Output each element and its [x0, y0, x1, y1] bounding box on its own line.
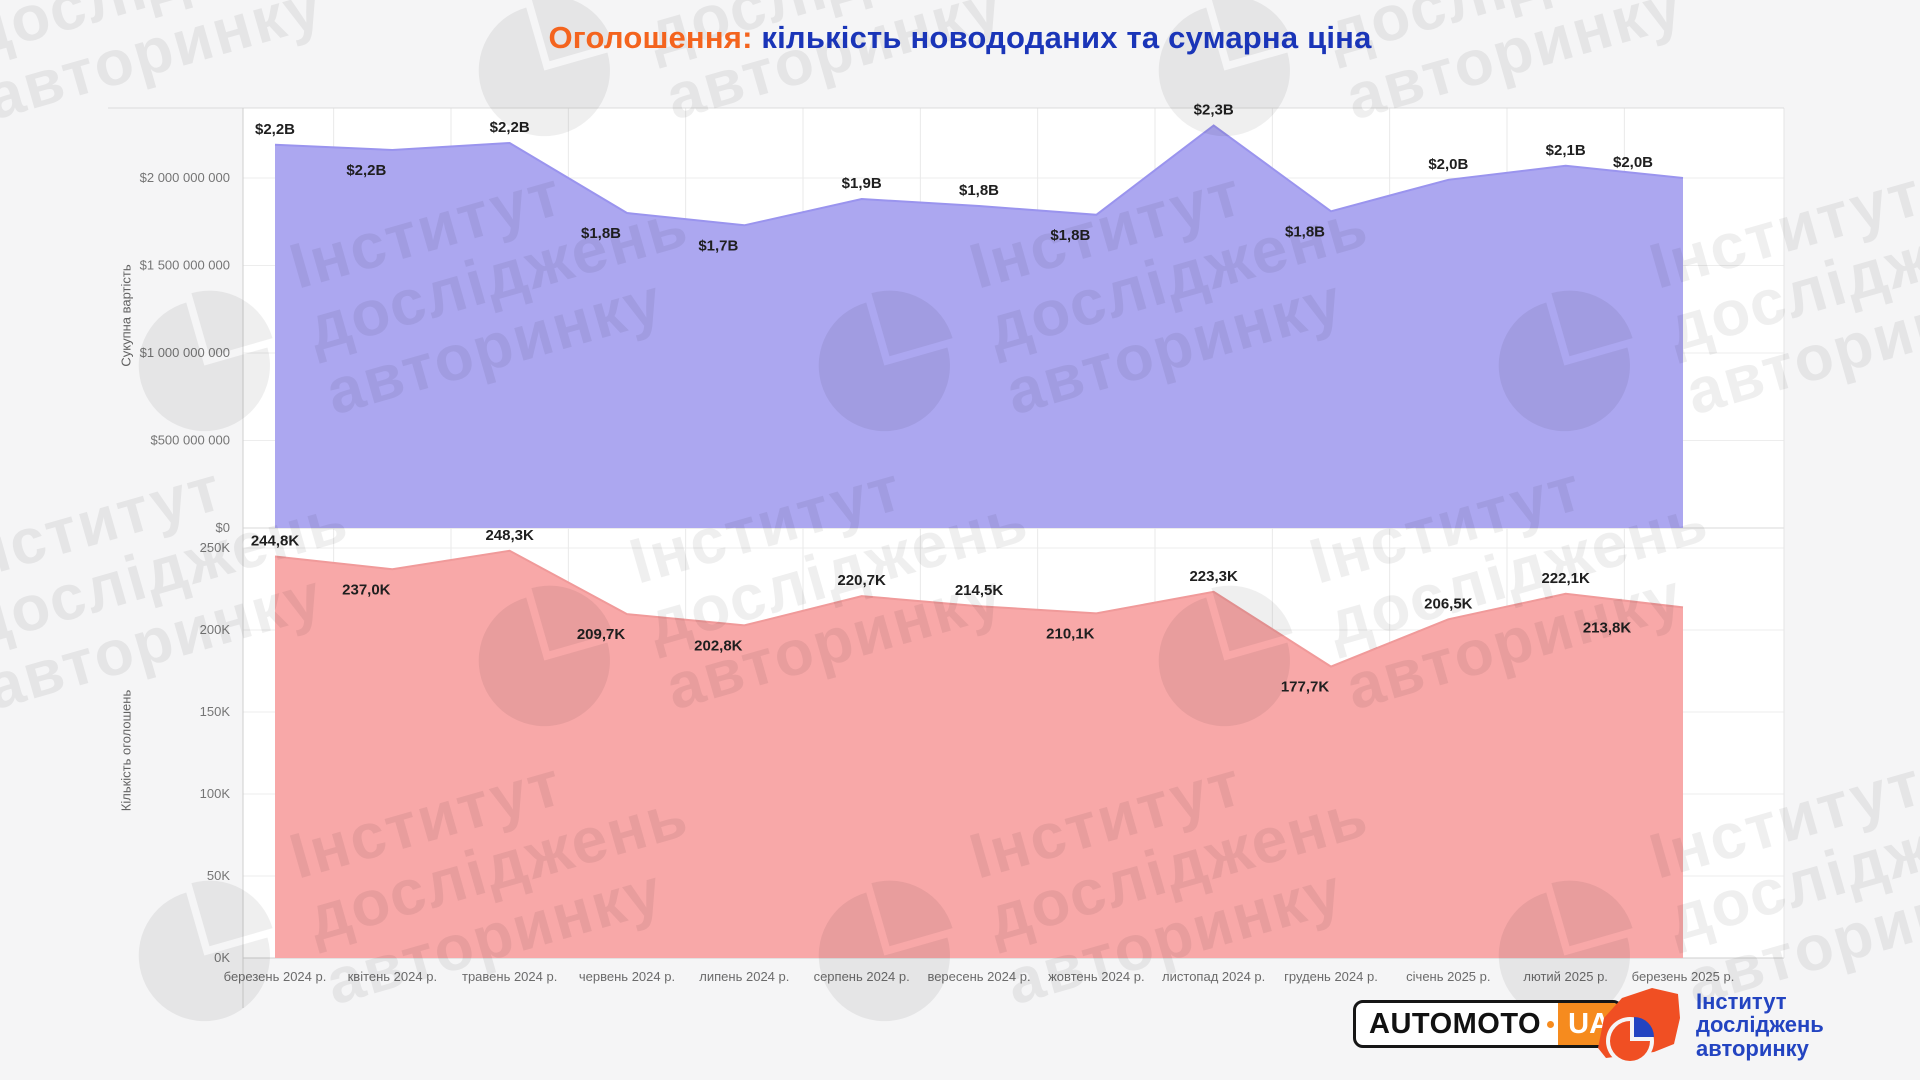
y-axis-title-total-value: Сукупна вартість	[118, 264, 134, 367]
listings-count-value-label: 214,5K	[955, 582, 1004, 599]
total-value-value-label: $2,3B	[1194, 102, 1234, 119]
x-axis-label: березень 2025 р.	[1632, 969, 1735, 984]
x-axis-label: вересень 2024 р.	[927, 969, 1030, 984]
x-axis-label: травень 2024 р.	[462, 969, 557, 984]
total-value-area	[275, 125, 1683, 528]
x-axis-label: лютий 2025 р.	[1523, 969, 1608, 984]
x-axis-label: жовтень 2024 р.	[1048, 969, 1145, 984]
total-value-value-label: $2,2B	[255, 121, 295, 138]
x-axis-label: листопад 2024 р.	[1162, 969, 1265, 984]
total-value-value-label: $2,0B	[1613, 154, 1653, 171]
y-tick-label: 100K	[200, 786, 231, 801]
total-value-value-label: $1,8B	[1285, 223, 1325, 240]
y-tick-label: $500 000 000	[150, 433, 230, 448]
total-value-value-label: $2,2B	[490, 119, 530, 136]
title-rest: кількість новододаних та сумарна ціна	[752, 20, 1372, 55]
y-tick-label: $1 000 000 000	[140, 345, 230, 360]
total-value-area-edge	[274, 124, 1684, 227]
total-value-value-label: $1,9B	[842, 175, 882, 192]
x-axis-label: червень 2024 р.	[579, 969, 675, 984]
x-axis-label: січень 2025 р.	[1406, 969, 1490, 984]
total-value-value-label: $2,0B	[1428, 156, 1468, 173]
listings-count-value-label: 213,8K	[1583, 619, 1632, 636]
x-axis-label: серпень 2024 р.	[814, 969, 910, 984]
institute-line-2: досліджень	[1696, 1012, 1824, 1038]
total-value-value-label: $1,8B	[1050, 227, 1090, 244]
listings-count-value-label: 206,5K	[1424, 595, 1473, 612]
total-value-value-label: $2,1B	[1546, 142, 1586, 159]
total-value-value-label: $1,7B	[698, 237, 738, 254]
y-tick-label: 200K	[200, 622, 231, 637]
y-tick-label: 250K	[200, 540, 231, 555]
listings-count-value-label: 209,7K	[577, 626, 626, 643]
total-value-value-label: $1,8B	[581, 225, 621, 242]
listings-count-value-label: 177,7K	[1281, 679, 1330, 696]
institute-logo-text: Інститут досліджень авторинку	[1696, 990, 1824, 1061]
y-axis-title-listings-count: Кількість оголошень	[118, 689, 134, 812]
x-axis-label: квітень 2024 р.	[348, 969, 437, 984]
listings-count-value-label: 248,3K	[485, 527, 534, 544]
x-axis-label: грудень 2024 р.	[1284, 969, 1378, 984]
title-highlight: Оголошення:	[548, 20, 753, 55]
y-tick-label: $1 500 000 000	[140, 258, 230, 273]
listings-count-value-label: 237,0K	[342, 581, 391, 598]
listings-count-value-label: 244,8K	[251, 533, 300, 550]
x-axis-label: липень 2024 р.	[699, 969, 789, 984]
listings-count-value-label: 222,1K	[1541, 570, 1590, 587]
listings-count-value-label: 210,1K	[1046, 625, 1095, 642]
x-axis-label: березень 2024 р.	[224, 969, 327, 984]
y-tick-label: 0K	[214, 950, 230, 965]
institute-logo: Інститут досліджень авторинку	[1592, 984, 1824, 1066]
y-tick-label: 150K	[200, 704, 231, 719]
page-title: Оголошення: кількість новододаних та сум…	[0, 20, 1920, 56]
total-value-value-label: $2,2B	[346, 162, 386, 179]
automoto-ua-logo: AUTOMOTO UA	[1353, 1000, 1624, 1048]
listings-count-area	[275, 550, 1683, 958]
y-tick-label: 50K	[207, 868, 230, 883]
plate-dot-icon	[1547, 1020, 1555, 1028]
automoto-logo-text: AUTOMOTO	[1369, 1007, 1542, 1040]
listings-count-value-label: 223,3K	[1189, 568, 1238, 585]
institute-line-1: Інститут	[1696, 988, 1787, 1014]
y-tick-label: $0	[216, 520, 230, 535]
institute-line-3: авторинку	[1696, 1035, 1809, 1061]
listings-count-value-label: 220,7K	[837, 572, 886, 589]
listings-count-value-label: 202,8K	[694, 637, 743, 654]
listings-count-area-edge	[274, 549, 1684, 668]
y-tick-label: $2 000 000 000	[140, 170, 230, 185]
institute-car-pie-icon	[1598, 988, 1680, 1065]
total-value-value-label: $1,8B	[959, 182, 999, 199]
